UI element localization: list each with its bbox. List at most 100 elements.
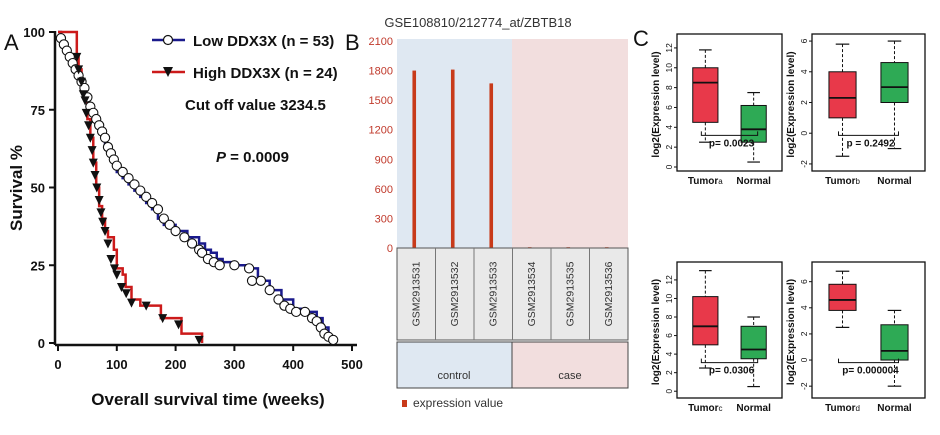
expression-bar xyxy=(450,69,455,248)
low-ddx3x-censor-marker xyxy=(135,185,146,196)
low-ddx3x-censor-marker xyxy=(186,238,198,249)
p-value-label: p = 0.2492 xyxy=(846,138,895,149)
boxplot-y-tick-label: 6 xyxy=(664,105,674,110)
panel-b-y-tick-label: 1500 xyxy=(369,95,393,107)
low-ddx3x-censor-marker xyxy=(246,275,258,286)
x-tick-label: 100 xyxy=(106,357,128,372)
low-ddx3x-censor-marker xyxy=(146,197,158,209)
p-value-symbol: P xyxy=(216,149,227,166)
boxplot-panel-b: log2(Expression level)-2 0 2 4 6 p = 0.2492 Tu… xyxy=(786,33,926,187)
group-case-label: case xyxy=(558,370,581,382)
high-ddx3x-censor-marker xyxy=(141,301,151,311)
legend-low-label: Low DDX3X (n = 53) xyxy=(193,33,334,50)
low-ddx3x-censor-marker xyxy=(299,306,311,318)
box-iqr xyxy=(880,62,909,103)
category-subscript: a xyxy=(718,177,723,186)
boxplot-frame xyxy=(676,261,783,399)
y-tick-label: 75 xyxy=(31,103,45,118)
y-tick-label: 100 xyxy=(23,25,45,40)
expression-bar xyxy=(412,70,417,248)
high-ddx3x-censor-marker xyxy=(117,283,127,293)
box-iqr xyxy=(880,324,909,361)
category-label-normal: Normal xyxy=(736,176,771,187)
low-ddx3x-censor-marker xyxy=(290,306,302,318)
low-ddx3x-censor-marker xyxy=(141,191,152,202)
high-ddx3x-censor-marker xyxy=(77,77,87,87)
panel-a-legend: Low DDX3X (n = 53) High DDX3X (n = 24) xyxy=(152,33,338,82)
sample-label: GSM2913534 xyxy=(526,261,538,326)
low-ddx3x-censor-marker xyxy=(255,275,267,286)
expression-bar xyxy=(489,83,494,248)
panel-b-title: GSE108810/212774_at/ZBTB18 xyxy=(384,15,571,30)
sample-label: GSM2913533 xyxy=(487,261,499,326)
boxplot-y-tick-label: 2 xyxy=(799,100,809,105)
high-ddx3x-censor-marker xyxy=(127,298,136,308)
panel-b-y-ticks: 0 300 600 900 1200 1500 1800 2100 xyxy=(369,36,393,255)
low-ddx3x-censor-marker xyxy=(243,263,255,274)
panel-a-xlabel: Overall survival time (weeks) xyxy=(91,390,324,409)
boxplot-panel-d: log2(Expression level)-2 0 2 4 6 p= 0.000004 T… xyxy=(786,261,926,414)
high-ddx3x-censor-marker xyxy=(90,171,100,181)
low-ddx3x-censor-marker xyxy=(196,247,208,258)
y-tick-label: 50 xyxy=(31,181,45,196)
high-ddx3x-censor-marker xyxy=(92,183,102,193)
high-ddx3x-censor-marker xyxy=(74,65,84,75)
high-ddx3x-censor-marker xyxy=(109,264,119,274)
low-ddx3x-censor-marker xyxy=(123,173,134,184)
boxplot-y-tick-label: 10 xyxy=(664,63,674,73)
boxplot-y-tick-label: -2 xyxy=(799,160,809,168)
p-value-label: p= 0.0306 xyxy=(709,366,755,377)
boxplot-y-tick-label: 8 xyxy=(664,314,674,319)
panel-a-ylabel: Survival % xyxy=(7,145,26,231)
category-subscript: d xyxy=(855,404,859,413)
panel-b-y-tick-label: 1200 xyxy=(369,125,393,137)
category-label-normal: Normal xyxy=(736,403,771,414)
high-ddx3x-censor-marker xyxy=(106,255,116,265)
low-ddx3x-censor-marker xyxy=(214,260,225,271)
significance-bracket xyxy=(838,358,899,364)
significance-bracket xyxy=(700,131,759,136)
panel-b-legend-swatch xyxy=(402,400,407,407)
low-ddx3x-censor-marker xyxy=(99,132,111,143)
low-ddx3x-censor-marker xyxy=(158,213,169,224)
high-ddx3x-censor-marker xyxy=(98,217,108,227)
high-ddx3x-censor-marker xyxy=(121,289,131,299)
box-iqr xyxy=(740,104,767,143)
box-iqr xyxy=(692,296,719,346)
category-label-tumor: Tumord xyxy=(825,403,860,414)
panel-b-legend-label: expression value xyxy=(413,396,503,410)
high-ddx3x-censor-marker xyxy=(194,335,204,345)
boxplot-y-tick-label: 12 xyxy=(664,43,674,53)
boxplot-ylabel: log2(Expression level) xyxy=(651,279,662,385)
x-tick-label: 300 xyxy=(224,357,246,372)
boxplot-y-tick-label: 2 xyxy=(664,370,674,375)
significance-bracket xyxy=(700,358,759,364)
boxplot-y-tick-label: -2 xyxy=(799,382,809,390)
boxplot-ylabel: log2(Expression level) xyxy=(651,51,662,157)
high-ddx3x-censor-marker xyxy=(85,133,95,143)
boxplot-y-tick-label: 2 xyxy=(799,331,809,336)
panel-b-label: B xyxy=(345,30,360,55)
case-plot-bg xyxy=(512,39,628,248)
boxplot-y-tick-label: 10 xyxy=(664,293,674,303)
legend-high-label: High DDX3X (n = 24) xyxy=(193,65,338,82)
low-ddx3x-censor-marker xyxy=(117,166,128,178)
panel-a-label: A xyxy=(4,30,19,55)
sample-label: GSM2913536 xyxy=(603,261,615,326)
high-ddx3x-censor-marker xyxy=(103,239,113,249)
boxplot-y-tick-label: 0 xyxy=(664,389,674,394)
boxplot-y-tick-label: 0 xyxy=(799,131,809,136)
x-tick-label: 200 xyxy=(165,357,187,372)
panel-b-y-tick-label: 900 xyxy=(375,154,393,166)
panel-a-ticks: 0 100 200 300 400 500 0 25 50 75 100 xyxy=(23,25,363,372)
category-subscript: b xyxy=(855,177,860,186)
high-ddx3x-censor-marker xyxy=(100,227,110,237)
category-label-normal: Normal xyxy=(877,176,912,187)
high-ddx3x-markers xyxy=(72,52,204,345)
low-ddx3x-censor-marker xyxy=(229,260,240,271)
group-control-label: control xyxy=(437,370,470,382)
y-tick-label: 25 xyxy=(31,258,45,273)
high-ddx3x-censor-marker xyxy=(88,158,98,168)
